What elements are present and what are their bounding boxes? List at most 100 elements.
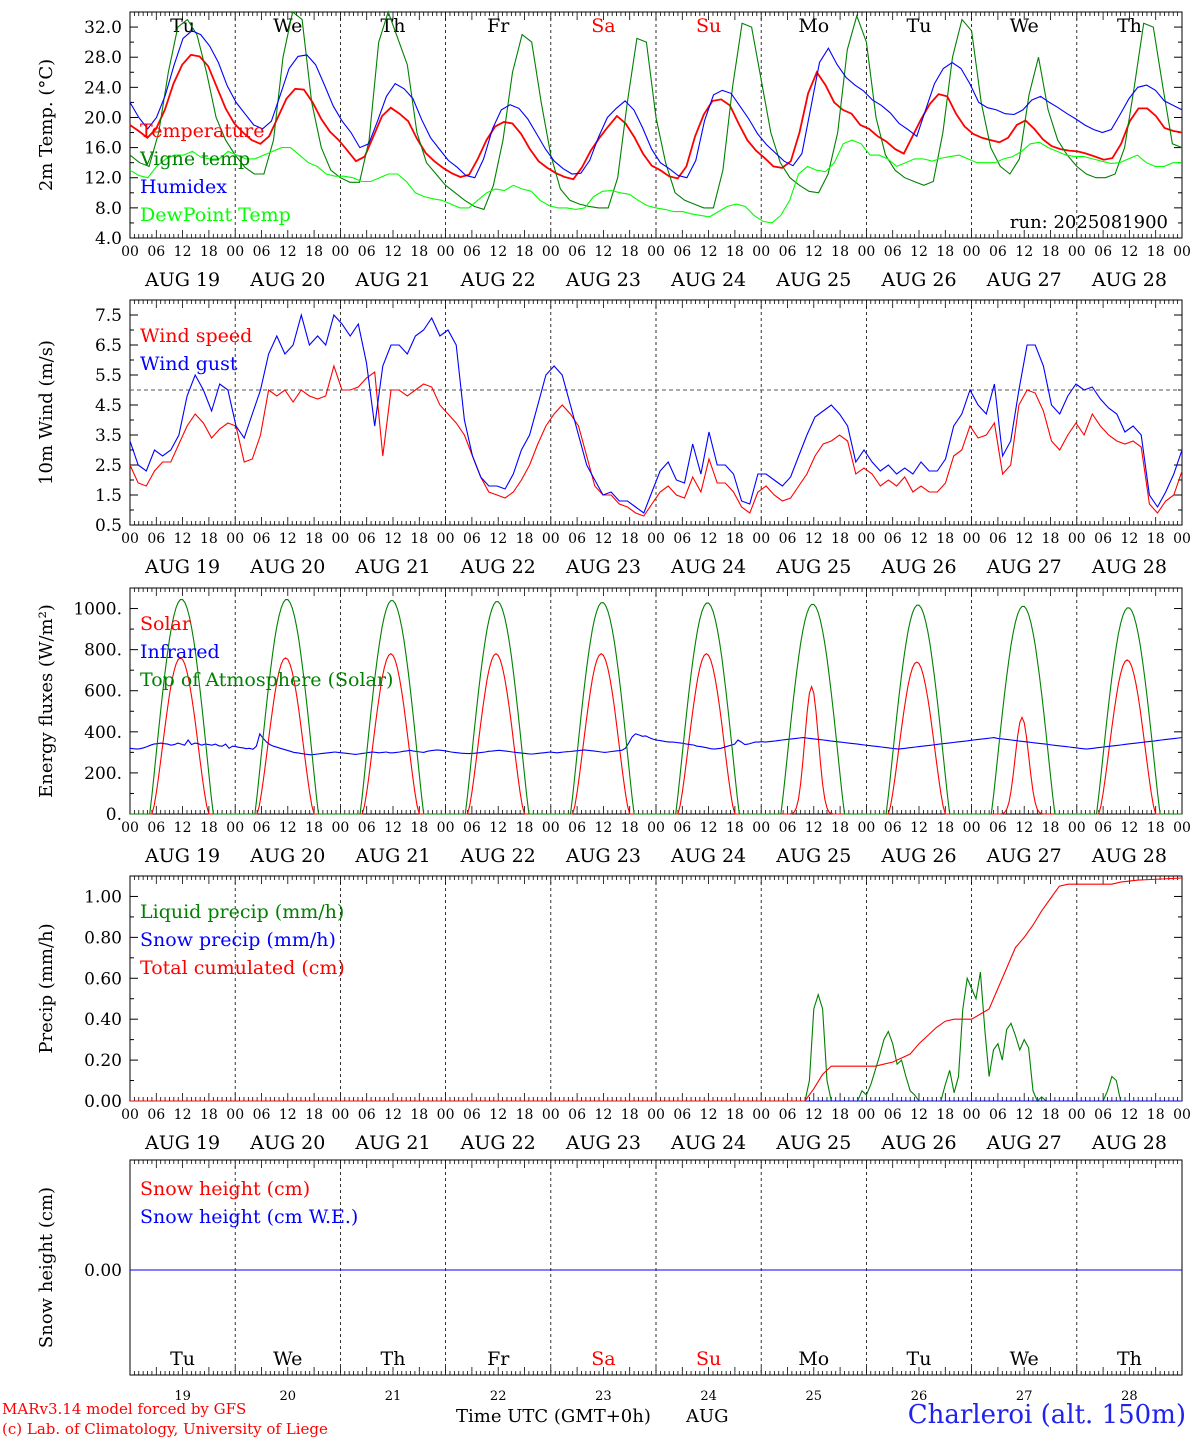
hour-label: 00 — [647, 531, 665, 547]
hour-label: 06 — [779, 531, 797, 547]
hour-label: 18 — [200, 244, 218, 260]
hour-label: 00 — [857, 244, 875, 260]
day-abbr: Tu — [170, 1348, 195, 1370]
hour-label: 18 — [726, 244, 744, 260]
hour-label: 00 — [752, 531, 770, 547]
date-label: AUG 26 — [880, 269, 956, 291]
date-label: AUG 22 — [460, 1132, 536, 1154]
hour-label: 06 — [147, 1107, 165, 1123]
date-label: AUG 21 — [354, 1132, 430, 1154]
y-axis-label: 10m Wind (m/s) — [36, 340, 57, 485]
date-label: AUG 19 — [144, 845, 220, 867]
legend-entry: Wind speed — [140, 325, 252, 347]
hour-label: 18 — [621, 244, 639, 260]
hour-label: 00 — [542, 531, 560, 547]
hour-label: 12 — [1015, 1107, 1033, 1123]
legend-entry: Liquid precip (mm/h) — [140, 901, 344, 923]
panel-5: 0.00 Snow height (cm) Tu 19 We 20 Th 21 Fr 22 Sa 23… — [36, 1159, 1183, 1404]
hour-label: 18 — [410, 244, 428, 260]
hour-label: 00 — [1173, 820, 1191, 836]
date-label: AUG 23 — [565, 1132, 641, 1154]
hour-label: 12 — [594, 531, 612, 547]
hour-label: 00 — [963, 531, 981, 547]
hour-label: 18 — [305, 244, 323, 260]
day-abbr: Mo — [798, 1348, 829, 1370]
hour-label: 12 — [279, 820, 297, 836]
y-tick-label: 0.80 — [84, 928, 122, 948]
hour-label: 12 — [1120, 1107, 1138, 1123]
hour-label: 00 — [331, 1107, 349, 1123]
y-tick-label: 3.5 — [95, 426, 122, 446]
hour-label: 00 — [226, 244, 244, 260]
series-line — [129, 139, 1182, 224]
hour-label: 00 — [647, 244, 665, 260]
day-number: 21 — [385, 1389, 402, 1404]
hour-label: 18 — [1147, 531, 1165, 547]
series-line — [130, 877, 1183, 1102]
hour-label: 00 — [437, 820, 455, 836]
hour-label: 06 — [253, 820, 271, 836]
day-abbr: Mo — [798, 15, 829, 37]
y-tick-label: 2.5 — [95, 456, 122, 476]
panel-3: 0. 200. 400. 600. 800. 1000. Energy fluxes (W/… — [36, 587, 1191, 867]
y-tick-label: 0.40 — [84, 1010, 122, 1030]
hour-label: 12 — [594, 820, 612, 836]
date-label: AUG 23 — [565, 269, 641, 291]
hour-label: 18 — [1042, 244, 1060, 260]
hour-label: 06 — [1094, 1107, 1112, 1123]
hour-label: 12 — [279, 531, 297, 547]
y-tick-label: 200. — [84, 764, 122, 784]
y-axis-label: Snow height (cm) — [36, 1187, 57, 1348]
hour-label: 18 — [410, 1107, 428, 1123]
series-line — [129, 312, 1183, 514]
hour-label: 00 — [1068, 820, 1086, 836]
hour-label: 12 — [174, 244, 192, 260]
hour-label: 18 — [305, 1107, 323, 1123]
hour-label: 06 — [989, 244, 1007, 260]
hour-label: 00 — [1173, 531, 1191, 547]
legend-entry: Snow height (cm) — [140, 1178, 310, 1200]
y-tick-label: 24.0 — [84, 78, 122, 98]
hour-label: 12 — [489, 244, 507, 260]
hour-label: 18 — [1147, 820, 1165, 836]
hour-label: 06 — [884, 1107, 902, 1123]
hour-label: 06 — [147, 531, 165, 547]
date-label: AUG 26 — [880, 1132, 956, 1154]
hour-label: 00 — [963, 820, 981, 836]
date-label: AUG 20 — [249, 845, 325, 867]
hour-label: 06 — [253, 1107, 271, 1123]
day-abbr: We — [1010, 15, 1039, 37]
hour-label: 12 — [700, 820, 718, 836]
hour-label: 06 — [463, 531, 481, 547]
hour-label: 18 — [1042, 531, 1060, 547]
hour-label: 00 — [963, 244, 981, 260]
hour-label: 12 — [700, 1107, 718, 1123]
hour-label: 06 — [463, 244, 481, 260]
hour-label: 06 — [253, 531, 271, 547]
hour-label: 00 — [331, 244, 349, 260]
y-tick-label: 0. — [106, 805, 122, 825]
hour-label: 12 — [384, 244, 402, 260]
hour-label: 12 — [1120, 244, 1138, 260]
date-label: AUG 25 — [775, 845, 851, 867]
day-number: 20 — [280, 1389, 297, 1404]
hour-label: 06 — [147, 820, 165, 836]
hour-label: 00 — [542, 1107, 560, 1123]
y-tick-label: 0.60 — [84, 969, 122, 989]
hour-label: 12 — [910, 820, 928, 836]
series-line — [129, 30, 1183, 179]
run-label: run: 2025081900 — [1010, 212, 1168, 233]
y-tick-label: 600. — [84, 682, 122, 702]
date-label: AUG 24 — [670, 556, 746, 578]
date-label: AUG 24 — [670, 269, 746, 291]
day-abbr: Th — [1117, 15, 1142, 37]
hour-label: 06 — [358, 820, 376, 836]
day-abbr: Tu — [907, 15, 932, 37]
hour-label: 18 — [200, 820, 218, 836]
y-tick-label: 4.0 — [95, 229, 122, 249]
hour-label: 06 — [568, 244, 586, 260]
date-label: AUG 22 — [460, 269, 536, 291]
credit-line-2: (c) Lab. of Climatology, University of L… — [2, 1420, 328, 1438]
hour-label: 12 — [1120, 820, 1138, 836]
legend-entry: Vigne temp — [139, 148, 250, 170]
